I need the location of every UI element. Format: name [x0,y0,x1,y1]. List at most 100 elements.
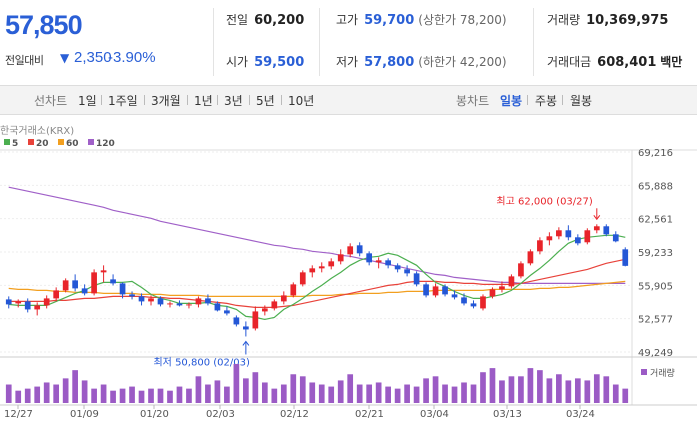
volume-bar [110,390,116,403]
volume-bar [318,384,325,403]
source-label: 한국거래소(KRX) [0,125,74,137]
candle-body [24,301,31,310]
candle-body [480,296,486,309]
line-chart-label: 선차트 [34,94,68,108]
candle-body [593,226,600,231]
high-annotation: 최고 62,000 (03/27) [496,195,592,207]
volume-bar [252,372,259,403]
candle-body [62,280,69,291]
stat-volume: 거래량 10,369,975 [547,13,669,28]
candle-body [337,254,344,262]
period-1w[interactable]: 1주일 [108,94,138,108]
candle-body [622,249,629,266]
down-arrow-icon: ▼ [60,51,70,65]
y-tick-label: 59,233 [638,248,673,259]
legend-label-60: 60 [66,139,79,149]
volume-bar [224,386,230,403]
candle-body [233,317,240,325]
volume-bar [394,388,401,403]
candle-body [129,294,135,297]
x-tick-label: 02/21 [355,409,384,420]
candle-body [148,298,154,302]
volume-bar [299,376,306,403]
volume-bar [432,376,439,403]
volume-bar [43,382,50,403]
candle-body [612,234,619,242]
volume-bar [385,386,391,403]
volume-bar [186,388,192,403]
volume-bar [518,376,524,403]
volume-bar [309,382,316,403]
low-annotation: 최저 50,800 (02/03) [153,356,249,368]
x-tick-label: 03/13 [493,409,522,420]
candle-body [72,280,78,289]
candle-body [43,298,50,306]
candle-body [356,245,363,254]
volume-bar [15,390,22,403]
candle-body [157,298,164,305]
volume-bar [527,368,534,403]
period-1d[interactable]: 1일 [78,94,97,108]
candle-body [309,268,316,273]
candle-monthly[interactable]: 월봉 [570,94,593,108]
stat-prev-close: 전일 60,200 [226,13,305,28]
candle-body [546,236,553,241]
candle-body [565,230,572,238]
volume-bar [404,384,410,403]
volume-bar [214,380,221,403]
candle-body [261,308,268,312]
volume-bar [480,372,486,403]
x-tick-label: 03/04 [420,409,449,420]
candle-body [53,290,60,299]
candle-body [423,284,429,296]
volume-legend-swatch [641,369,647,375]
volume-bar [347,374,354,403]
candle-body [584,230,591,243]
stat-high: 고가 59,700 (상한가 78,200) [336,13,507,28]
period-10y[interactable]: 10년 [288,94,315,108]
current-price: 57,850 [5,10,83,40]
period-3y[interactable]: 3년 [224,94,243,108]
stat-low: 저가 57,800 (하한가 42,200) [336,55,507,70]
y-tick-label: 69,216 [638,148,673,159]
volume-bar [290,374,297,403]
legend-label-120: 120 [96,139,115,149]
legend-label-5: 5 [12,139,18,149]
candle-body [271,301,278,309]
candle-body [167,303,173,305]
volume-bar [461,382,467,403]
quote-header: 57,850 전일대비 ▼ 2,350 -3.90% 전일 60,200 시가 59… [0,0,697,84]
ma5-line [8,234,626,321]
candle-body [556,230,562,237]
y-tick-label: 49,249 [638,348,673,359]
volume-bar [81,380,88,403]
volume-bar [148,388,154,403]
volume-bar [603,376,610,403]
x-tick-label: 02/03 [206,409,235,420]
high-arrow-head [593,214,601,221]
volume-bar [622,388,629,403]
candle-body [15,301,22,304]
x-tick-label: 02/12 [280,409,309,420]
volume-bar [72,370,78,403]
candle-body [404,269,410,274]
period-3m[interactable]: 3개월 [151,94,181,108]
candle-body [499,286,505,290]
candle-body [176,303,183,306]
candle-daily[interactable]: 일봉 [500,94,523,108]
volume-bar [119,388,126,403]
period-5y[interactable]: 5년 [256,94,275,108]
volume-bar [167,390,173,403]
volume-bar [499,380,505,403]
divider [533,8,534,76]
volume-bar [34,386,41,403]
legend-swatch-5 [4,139,10,145]
candle-body [537,240,543,252]
period-1y[interactable]: 1년 [194,94,213,108]
volume-bar [243,378,249,403]
volume-bar [612,384,619,403]
volume-bar [508,376,515,403]
volume-bar [100,384,107,403]
candle-weekly[interactable]: 주봉 [535,94,558,108]
change-percent: -3.90% [108,49,156,66]
